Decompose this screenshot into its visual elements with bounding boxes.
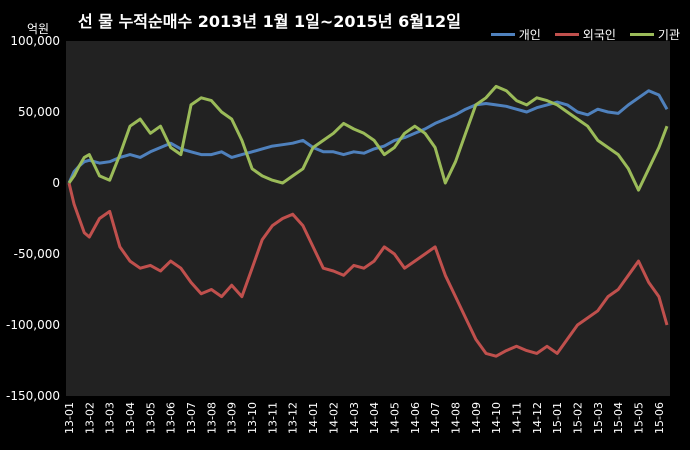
x-tick-label: 13-08 xyxy=(205,402,218,434)
x-tick-label: 15-05 xyxy=(633,402,646,434)
y-tick-label: -50,000 xyxy=(14,247,60,261)
x-tick-label: 14-08 xyxy=(449,402,462,434)
x-tick-label: 14-12 xyxy=(531,402,544,434)
x-tick-label: 13-11 xyxy=(266,402,279,434)
series-line-1 xyxy=(67,182,669,358)
legend-swatch-foreign xyxy=(554,33,579,36)
y-axis: 100,000 50,000 0 -50,000 -100,000 -150,000 xyxy=(6,34,60,403)
x-tick-label: 14-10 xyxy=(490,402,503,434)
x-tick-label: 13-05 xyxy=(144,402,157,434)
x-tick-label: 14-02 xyxy=(327,402,340,434)
x-tick-label: 13-01 xyxy=(63,402,76,434)
y-tick-label: -100,000 xyxy=(6,318,60,332)
x-axis: 13-01 13-02 13-03 13-04 13-05 13-06 13-07 13-08… xyxy=(63,402,666,434)
x-tick-label: 14-09 xyxy=(470,402,483,434)
legend-label-individual: 개인 xyxy=(518,28,541,42)
legend-item-individual: 개인 xyxy=(490,26,541,43)
x-tick-label: 15-03 xyxy=(592,402,605,434)
x-tick-label: 14-01 xyxy=(307,402,320,434)
y-tick-label: 50,000 xyxy=(18,105,60,119)
x-tick-label: 13-10 xyxy=(246,402,259,434)
y-tick-label: 0 xyxy=(52,176,60,190)
x-tick-label: 14-04 xyxy=(368,402,381,434)
chart-title: 선 물 누적순매수 2013년 1월 1일~2015년 6월12일 xyxy=(78,12,461,31)
x-tick-label: 15-06 xyxy=(653,402,666,434)
x-tick-label: 14-05 xyxy=(388,402,401,434)
legend-label-institution: 기관 xyxy=(657,28,680,42)
x-tick-label: 15-04 xyxy=(612,402,625,434)
x-tick-label: 13-04 xyxy=(124,402,137,434)
x-tick-label: 13-09 xyxy=(226,402,239,434)
x-tick-label: 15-01 xyxy=(551,402,564,434)
x-tick-label: 13-06 xyxy=(165,402,178,434)
x-tick-label: 13-02 xyxy=(83,402,96,434)
series-line-2 xyxy=(67,84,669,192)
plot-area xyxy=(66,41,670,396)
unit-label: 억원 xyxy=(27,22,50,36)
x-tick-label: 15-02 xyxy=(572,402,585,434)
legend-swatch-institution xyxy=(629,33,654,36)
x-tick-label: 13-12 xyxy=(287,402,300,434)
legend-item-institution: 기관 xyxy=(629,26,680,43)
x-tick-label: 13-07 xyxy=(185,402,198,434)
x-tick-label: 14-03 xyxy=(348,402,361,434)
legend-item-foreign: 외국인 xyxy=(554,26,616,43)
y-tick-label: -150,000 xyxy=(6,389,60,403)
y-tick-label: 100,000 xyxy=(10,34,60,48)
legend-label-foreign: 외국인 xyxy=(582,28,616,42)
x-tick-label: 13-03 xyxy=(104,402,117,434)
x-tick-label: 14-07 xyxy=(429,402,442,434)
legend: 개인 외국인 기관 xyxy=(490,26,680,43)
x-tick-label: 14-11 xyxy=(510,402,523,434)
series-line-0 xyxy=(67,89,669,184)
x-tick-label: 14-06 xyxy=(409,402,422,434)
legend-swatch-individual xyxy=(490,33,515,36)
series-lines xyxy=(67,84,669,358)
